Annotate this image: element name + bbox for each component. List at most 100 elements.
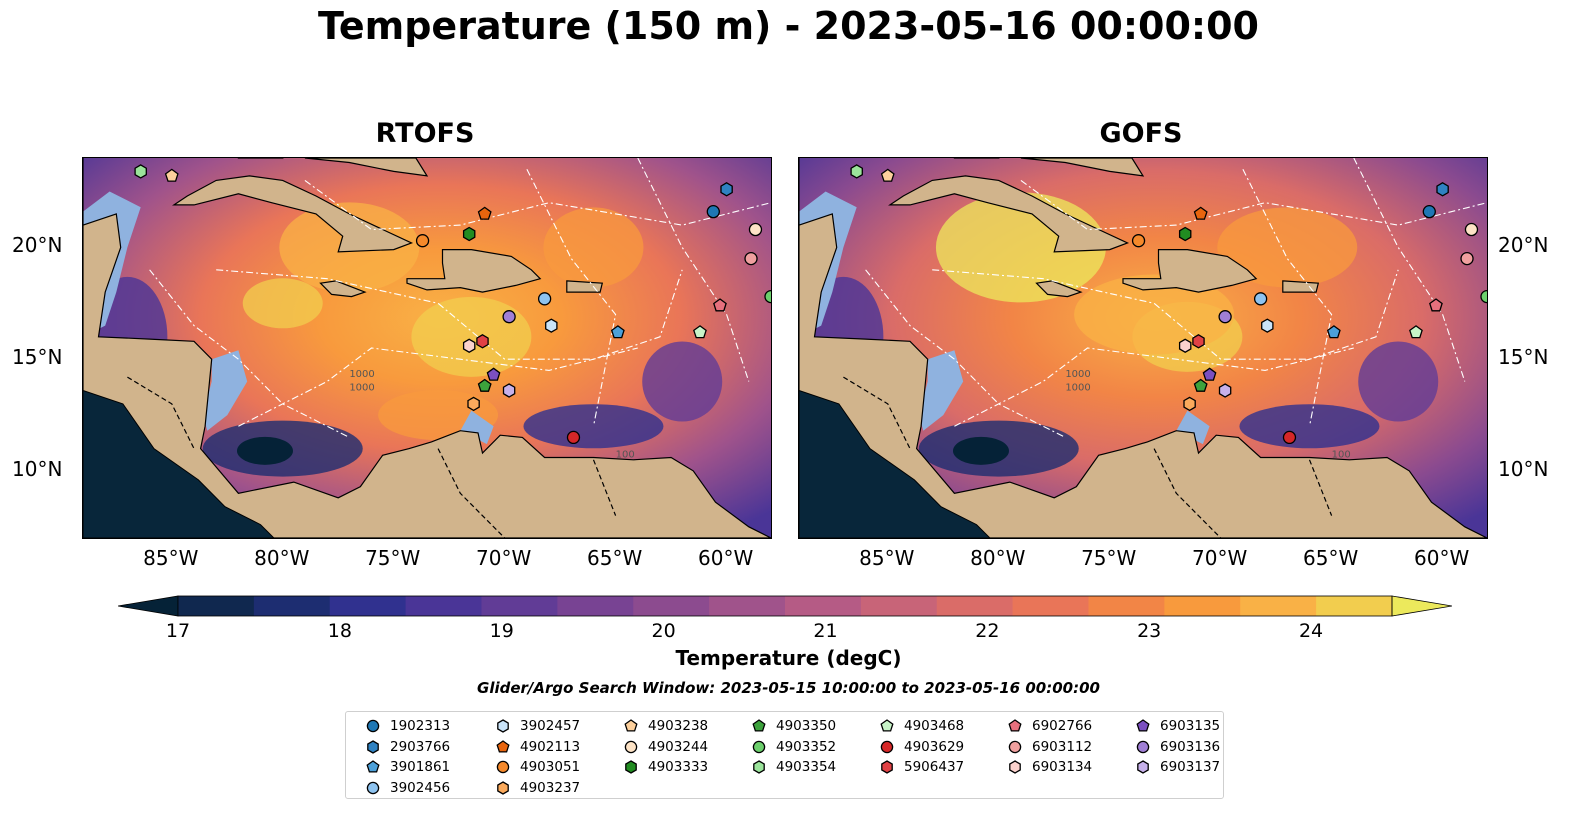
x-tick-label: 70°W — [476, 546, 532, 570]
legend-label: 6903135 — [1160, 718, 1221, 734]
circle-marker-icon — [366, 781, 380, 794]
shelf-nicaragua — [918, 350, 964, 431]
float-marker-4903354 — [850, 164, 863, 179]
legend-marker — [881, 760, 893, 774]
legend-label: 4903244 — [648, 738, 709, 755]
float-marker-4903051 — [1131, 234, 1146, 248]
warm-anomaly — [1217, 207, 1358, 288]
float-marker-4903468 — [1409, 325, 1423, 339]
float-marker-3902457 — [1261, 318, 1274, 333]
legend-marker — [366, 781, 380, 794]
circle-marker-icon — [752, 740, 766, 753]
legend-item-4903350: 4903350 — [752, 716, 836, 736]
float-marker-4903468 — [693, 325, 707, 339]
shelf-gulfMaracaibo — [1176, 410, 1210, 445]
float-marker-3901861 — [1326, 325, 1341, 339]
legend-label: 4903350 — [776, 718, 837, 734]
colorbar-extend-low — [118, 595, 179, 617]
legend-label: 4903468 — [904, 718, 965, 734]
float-marker-4903333 — [1178, 226, 1192, 242]
land-bahamas — [1020, 158, 1145, 177]
legend-label: 3902457 — [520, 718, 581, 734]
legend-marker — [496, 739, 510, 753]
eez-boundary — [238, 347, 638, 427]
legend-item-2903766: 2903766 — [366, 737, 450, 757]
colorbar-segment — [1240, 596, 1317, 616]
cold-eddy — [236, 436, 293, 465]
land-jamaica — [1035, 280, 1083, 298]
colorbar-segment — [1164, 596, 1241, 616]
land-hispaniola — [406, 249, 542, 293]
float-marker-2903766 — [720, 182, 733, 197]
land-bahamas — [304, 158, 429, 177]
float-marker-1902313 — [706, 204, 720, 219]
float-marker-4903629 — [1282, 430, 1297, 445]
hexagon-marker-icon — [625, 760, 637, 774]
pentagon-marker-icon — [880, 719, 894, 732]
hexagon-marker-icon — [1137, 760, 1149, 774]
contour-label: 100 — [616, 450, 635, 461]
float-marker-6903112 — [744, 251, 758, 266]
circle-marker-icon — [496, 760, 510, 774]
colorbar-label: Temperature (degC) — [675, 646, 902, 670]
circle-marker-icon — [624, 740, 638, 753]
contour-label: 100 — [1332, 450, 1351, 461]
legend-item-6903134: 6903134 — [1008, 757, 1092, 777]
x-tick-label: 80°W — [254, 546, 310, 570]
float-marker-5906437 — [476, 334, 489, 349]
land-hispaniola — [1122, 249, 1258, 293]
colorbar-extend-high — [1391, 595, 1452, 617]
legend-marker — [1008, 740, 1022, 753]
hexagon-marker-icon — [497, 719, 509, 733]
pentagon-marker-icon — [624, 719, 638, 732]
warm-anomaly — [543, 207, 644, 288]
legend-item-4903237: 4903237 — [496, 778, 580, 798]
legend-label: 3901861 — [390, 759, 451, 775]
x-tick-label: 65°W — [587, 546, 643, 570]
legend-marker — [366, 719, 380, 733]
colorbar-segment — [709, 596, 786, 616]
country-border — [1153, 448, 1222, 538]
float-marker-3902456 — [1253, 292, 1268, 306]
legend-marker — [753, 760, 765, 774]
float-marker-6903137 — [1218, 383, 1232, 398]
pentagon-marker-icon — [1008, 719, 1022, 732]
country-border — [592, 459, 617, 516]
legend-item-3901861: 3901861 — [366, 757, 450, 777]
float-marker-3902456 — [537, 292, 552, 306]
legend-label: 6903112 — [1032, 738, 1093, 755]
legend-marker — [1136, 719, 1150, 732]
eez-boundary — [149, 269, 350, 438]
legend-label: 4903051 — [520, 759, 581, 775]
float-marker-4903629 — [566, 430, 581, 445]
legend-item-6903137: 6903137 — [1136, 757, 1220, 777]
colorbar-tick-label: 21 — [813, 620, 838, 642]
float-marker-4903352 — [1480, 289, 1487, 304]
float-marker-6902766 — [713, 298, 727, 312]
pentagon-marker-icon — [752, 719, 766, 732]
circle-marker-icon — [880, 740, 894, 753]
float-marker-2903766 — [1436, 182, 1449, 197]
figure-title: Temperature (150 m) - 2023-05-16 00:00:0… — [317, 4, 1259, 48]
country-border — [843, 376, 911, 449]
float-marker-4903244 — [1464, 222, 1479, 237]
colorbar-segment — [936, 596, 1014, 616]
hexagon-marker-icon — [881, 760, 893, 774]
float-marker-5906437 — [1192, 334, 1205, 349]
colorbar-segment — [178, 596, 255, 616]
x-tick-label: 60°W — [697, 546, 754, 570]
circle-marker-icon — [366, 719, 380, 733]
circle-marker-icon — [1136, 740, 1150, 753]
legend-label: 4902113 — [520, 738, 581, 755]
cool-anomaly — [523, 404, 664, 449]
search-window-text: Glider/Argo Search Window: 2023-05-15 10… — [477, 679, 1100, 697]
cold-eddy — [952, 436, 1009, 465]
hexagon-marker-icon — [367, 739, 379, 754]
legend-marker — [624, 719, 638, 732]
legend-label: 4903629 — [904, 738, 965, 755]
cool-anomaly — [1358, 341, 1439, 422]
hexagon-marker-icon — [753, 760, 765, 774]
float-marker-4903237 — [1183, 396, 1196, 412]
x-tick-label: 65°W — [1303, 546, 1359, 570]
eez-boundary — [637, 158, 750, 382]
